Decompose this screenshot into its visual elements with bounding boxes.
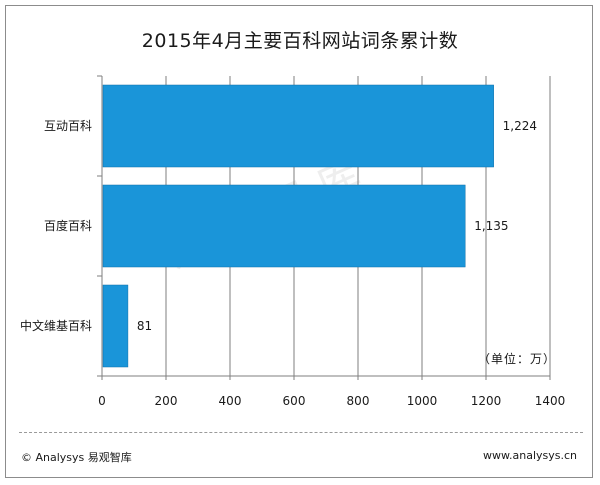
data-label: 1,224	[503, 119, 537, 133]
bar	[102, 284, 129, 368]
data-label: 81	[137, 319, 152, 333]
x-tick-label: 1400	[535, 394, 566, 408]
category-label: 百度百科	[44, 218, 92, 233]
data-label: 1,135	[474, 219, 508, 233]
bar	[102, 184, 466, 268]
x-tick-label: 0	[98, 394, 106, 408]
x-tick-label: 600	[283, 394, 306, 408]
x-tick-label: 1200	[471, 394, 502, 408]
x-tick-label: 800	[347, 394, 370, 408]
x-tick-label: 400	[219, 394, 242, 408]
unit-label: （单位：万）	[478, 352, 557, 366]
category-label: 互动百科	[44, 119, 92, 133]
x-tick-label: 1000	[407, 394, 438, 408]
footer-copyright: © Analysys 易观智库	[21, 451, 132, 464]
chart-title: 2015年4月主要百科网站词条累计数	[141, 30, 459, 52]
footer-divider	[19, 432, 583, 433]
x-tick-label: 200	[155, 394, 178, 408]
footer-website: www.analysys.cn	[483, 449, 577, 462]
bar	[102, 84, 494, 168]
category-label: 中文维基百科	[20, 318, 92, 333]
